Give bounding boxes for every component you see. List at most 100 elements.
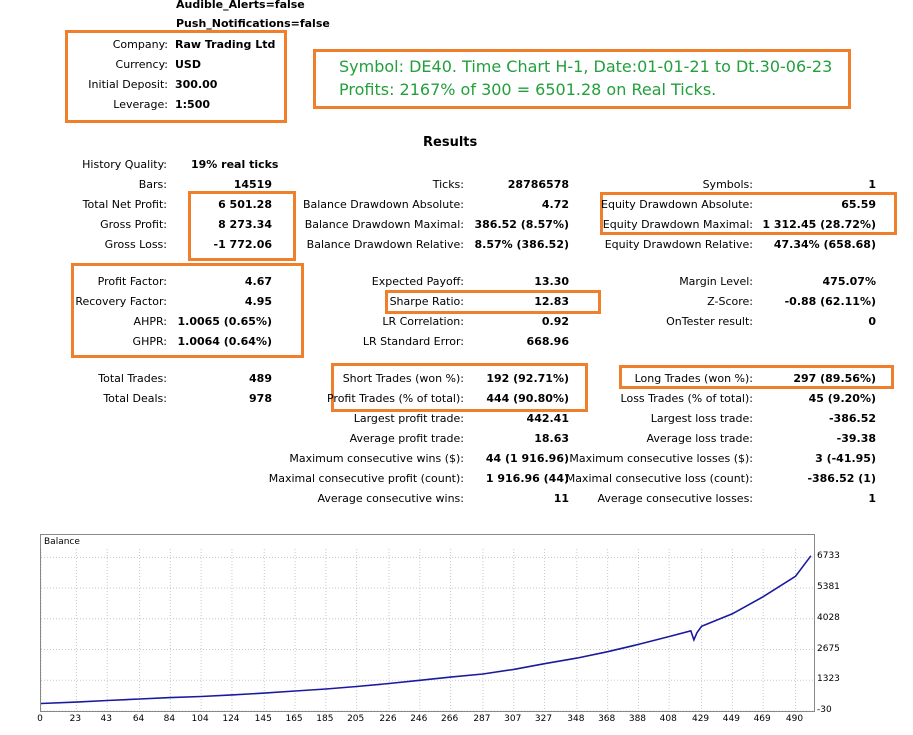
long-trades-value: 297 (89.56%) xyxy=(793,372,876,385)
long-trades-highlight-box xyxy=(619,365,894,389)
balance-dd-absolute-value: 4.72 xyxy=(541,198,569,211)
max-consecutive-losses-label: Maximum consecutive losses ($): xyxy=(569,452,753,465)
recovery-factor-value: 4.95 xyxy=(244,295,272,308)
y-tick-label: 4028 xyxy=(817,612,840,623)
note-line-profits: Profits: 2167% of 300 = 6501.28 on Real … xyxy=(339,80,717,99)
short-trades-value: 192 (92.71%) xyxy=(486,372,569,385)
bars-label: Bars: xyxy=(138,178,167,191)
average-consecutive-wins-label: Average consecutive wins: xyxy=(317,492,464,505)
profit-trades-label: Profit Trades (% of total): xyxy=(326,392,464,405)
x-tick-label: 408 xyxy=(659,714,677,724)
ticks-label: Ticks: xyxy=(432,178,464,191)
note-line-symbol: Symbol: DE40. Time Chart H-1, Date:01-01… xyxy=(339,57,833,76)
symbols-value: 1 xyxy=(868,178,876,191)
short-trades-label: Short Trades (won %): xyxy=(342,372,464,385)
z-score-label: Z-Score: xyxy=(707,295,753,308)
x-tick-label: 226 xyxy=(379,714,397,724)
y-tick-label: 1323 xyxy=(817,674,840,685)
y-tick-label: 2675 xyxy=(817,643,840,654)
ahpr-label: AHPR: xyxy=(133,315,167,328)
profit-trades-value: 444 (90.80%) xyxy=(486,392,569,405)
chart-title: Balance xyxy=(44,537,80,547)
initial-deposit-label: Initial Deposit: xyxy=(88,78,168,91)
short-trades-highlight-box xyxy=(331,363,588,412)
loss-trades-value: 45 (9.20%) xyxy=(808,392,876,405)
ontester-result-value: 0 xyxy=(868,315,876,328)
company-label: Company: xyxy=(112,38,168,51)
x-tick-label: 469 xyxy=(753,714,771,724)
ghpr-value: 1.0064 (0.64%) xyxy=(177,335,273,348)
initial-deposit-value: 300.00 xyxy=(175,78,218,91)
leverage-value: 1:500 xyxy=(175,98,211,111)
largest-loss-value: -386.52 xyxy=(828,412,876,425)
x-tick-label: 449 xyxy=(722,714,740,724)
x-tick-label: 104 xyxy=(191,714,209,724)
average-loss-value: -39.38 xyxy=(836,432,876,445)
average-profit-value: 18.63 xyxy=(534,432,569,445)
x-tick-label: 246 xyxy=(410,714,428,724)
company-value: Raw Trading Ltd xyxy=(175,38,276,51)
x-tick-label: 124 xyxy=(222,714,240,724)
x-tick-label: 84 xyxy=(163,714,176,724)
equity-dd-maximal-value: 1 312.45 (28.72%) xyxy=(762,218,876,231)
balance-dd-maximal-value: 386.52 (8.57%) xyxy=(474,218,570,231)
lr-standard-error-label: LR Standard Error: xyxy=(362,335,464,348)
param-push-notifications: Push_Notifications=false xyxy=(176,17,330,30)
account-highlight-box xyxy=(65,30,287,123)
ontester-result-label: OnTester result: xyxy=(666,315,753,328)
margin-level-label: Margin Level: xyxy=(679,275,753,288)
max-consecutive-wins-value: 44 (1 916.96) xyxy=(485,452,569,465)
x-tick-label: 388 xyxy=(628,714,647,724)
bars-value: 14519 xyxy=(233,178,272,191)
total-deals-value: 978 xyxy=(249,392,272,405)
equity-dd-relative-label: Equity Drawdown Relative: xyxy=(604,238,753,251)
x-tick-label: 327 xyxy=(534,714,553,724)
currency-value: USD xyxy=(175,58,201,71)
leverage-label: Leverage: xyxy=(113,98,168,111)
profit-factor-label: Profit Factor: xyxy=(97,275,167,288)
results-title: Results xyxy=(423,135,478,150)
net-profit-value: 6 501.28 xyxy=(218,198,272,211)
total-trades-label: Total Trades: xyxy=(98,372,167,385)
equity-dd-absolute-value: 65.59 xyxy=(841,198,876,211)
expected-payoff-label: Expected Payoff: xyxy=(371,275,464,288)
total-deals-label: Total Deals: xyxy=(103,392,167,405)
ghpr-label: GHPR: xyxy=(132,335,167,348)
maximal-consecutive-loss-label: Maximal consecutive loss (count): xyxy=(565,472,753,485)
currency-label: Currency: xyxy=(115,58,168,71)
x-tick-label: 266 xyxy=(441,714,459,724)
symbols-label: Symbols: xyxy=(702,178,753,191)
maximal-consecutive-loss-value: -386.52 (1) xyxy=(807,472,876,485)
balance-chart-plot xyxy=(40,549,814,712)
x-tick-label: 287 xyxy=(473,714,491,724)
average-loss-label: Average loss trade: xyxy=(646,432,753,445)
factors-highlight-box xyxy=(71,263,304,358)
max-consecutive-losses-value: 3 (-41.95) xyxy=(815,452,876,465)
margin-level-value: 475.07% xyxy=(822,275,876,288)
history-quality-value: 19% real ticks xyxy=(191,158,279,171)
z-score-value: -0.88 (62.11%) xyxy=(784,295,876,308)
ahpr-value: 1.0065 (0.65%) xyxy=(177,315,273,328)
maximal-consecutive-profit-label: Maximal consecutive profit (count): xyxy=(268,472,464,485)
param-audible-alerts: Audible_Alerts=false xyxy=(176,0,305,11)
loss-trades-label: Loss Trades (% of total): xyxy=(620,392,753,405)
x-tick-label: 23 xyxy=(69,714,82,724)
y-tick-label: -30 xyxy=(817,705,832,715)
recovery-factor-label: Recovery Factor: xyxy=(75,295,167,308)
largest-profit-label: Largest profit trade: xyxy=(353,412,464,425)
gross-profit-value: 8 273.34 xyxy=(218,218,272,231)
largest-profit-value: 442.41 xyxy=(526,412,569,425)
sharpe-ratio-label: Sharpe Ratio: xyxy=(389,295,464,308)
history-quality-label: History Quality: xyxy=(82,158,167,171)
sharpe-highlight-box xyxy=(385,290,601,314)
x-tick-label: 307 xyxy=(504,714,522,724)
x-tick-label: 368 xyxy=(598,714,616,724)
equity-dd-highlight-box xyxy=(600,192,897,235)
x-tick-label: 185 xyxy=(316,714,334,724)
equity-dd-absolute-label: Equity Drawdown Absolute: xyxy=(601,198,753,211)
long-trades-label: Long Trades (won %): xyxy=(634,372,753,385)
balance-dd-absolute-label: Balance Drawdown Absolute: xyxy=(302,198,464,211)
x-tick-label: 64 xyxy=(132,714,145,724)
sharpe-ratio-value: 12.83 xyxy=(534,295,569,308)
average-consecutive-losses-label: Average consecutive losses: xyxy=(597,492,753,505)
